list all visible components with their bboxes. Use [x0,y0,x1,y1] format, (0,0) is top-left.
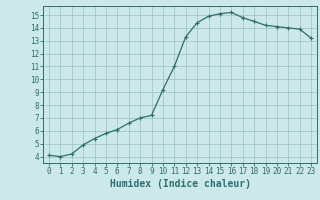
X-axis label: Humidex (Indice chaleur): Humidex (Indice chaleur) [109,179,251,189]
